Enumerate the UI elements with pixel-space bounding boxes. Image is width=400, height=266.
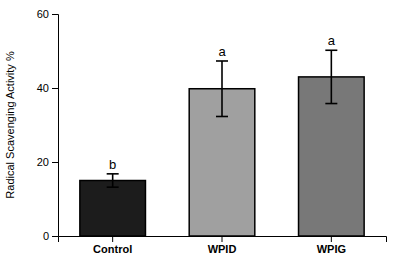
significance-letter: b <box>109 157 116 172</box>
y-tick-mark <box>52 14 58 15</box>
y-tick-mark <box>52 162 58 163</box>
error-bar-cap-top <box>325 49 337 51</box>
error-bar-stem <box>221 61 223 116</box>
x-axis: Control WPID WPIG <box>59 236 387 255</box>
error-bar-cap-bottom <box>325 103 337 105</box>
error-bar-cap-top <box>216 60 228 62</box>
error-bar-cap-bottom <box>216 116 228 118</box>
chart-svg: 0 20 40 60 Control WPID WPIG b a a Radical Scaveng… <box>0 0 400 266</box>
error-bar-stem <box>331 50 333 103</box>
y-tick-label: 60 <box>37 8 49 20</box>
x-tick-label: WPIG <box>317 243 346 255</box>
x-axis-line <box>59 237 387 243</box>
y-axis: 0 20 40 60 <box>37 8 59 242</box>
x-tick-mark <box>222 236 223 242</box>
error-bar <box>216 61 228 116</box>
y-tick-label: 0 <box>43 230 49 242</box>
x-tick: WPIG <box>317 236 346 255</box>
error-bar-stem <box>112 174 114 187</box>
y-tick-mark <box>52 88 58 89</box>
y-tick-mark <box>52 236 58 237</box>
x-tick: WPID <box>208 236 237 255</box>
x-tick-mark <box>112 236 113 242</box>
y-tick: 60 <box>37 8 58 20</box>
y-tick-label: 20 <box>37 156 49 168</box>
x-tick-label: Control <box>93 243 132 255</box>
error-bar <box>325 50 337 103</box>
y-tick: 0 <box>43 230 58 242</box>
y-tick-label: 40 <box>37 82 49 94</box>
error-bar <box>107 174 119 187</box>
marks <box>80 50 364 236</box>
y-tick: 20 <box>37 156 58 168</box>
x-tick-label: WPID <box>208 243 237 255</box>
significance-letter: a <box>218 44 226 59</box>
y-axis-title: Radical Scavenging Activity % <box>4 51 16 199</box>
chart-container: 0 20 40 60 Control WPID WPIG b a a Radical Scaveng… <box>0 0 400 266</box>
x-tick: Control <box>93 236 132 255</box>
error-bar-cap-top <box>107 173 119 175</box>
bar <box>80 181 146 237</box>
letters: b a a <box>109 33 336 172</box>
x-tick-mark <box>331 236 332 242</box>
plot: 0 20 40 60 Control WPID WPIG b a a <box>37 8 387 255</box>
y-axis-line <box>52 15 59 237</box>
significance-letter: a <box>328 33 336 48</box>
error-bar-cap-bottom <box>107 186 119 188</box>
y-tick: 40 <box>37 82 58 94</box>
